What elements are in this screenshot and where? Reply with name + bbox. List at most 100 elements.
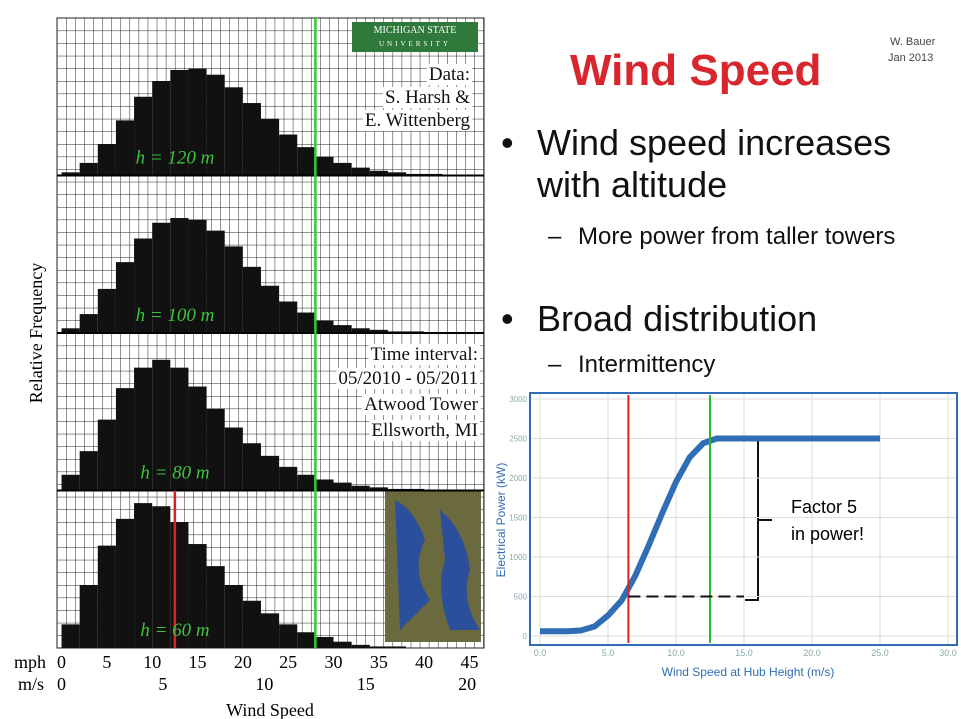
bar: [97, 419, 116, 491]
x-tick-label: 10.0: [667, 648, 685, 658]
bar: [134, 238, 153, 333]
y-tick-label: 0: [523, 632, 528, 641]
x-tick-label: 20: [234, 652, 252, 672]
logo-text: MICHIGAN STATE: [374, 25, 457, 36]
bar: [170, 367, 189, 491]
bar: [260, 118, 280, 176]
bar: [61, 474, 80, 491]
bar: [242, 266, 261, 333]
annotation-bg: [383, 87, 473, 108]
bar: [188, 544, 207, 648]
bar: [115, 120, 135, 176]
bar: [79, 585, 98, 648]
date: Jan 2013: [888, 52, 934, 64]
bar: [79, 162, 98, 176]
bar: [152, 506, 171, 648]
annotation: 05/2010 - 05/2011: [338, 368, 478, 389]
annotation: Factor 5: [791, 497, 858, 517]
x2-tick-label: 10: [255, 674, 273, 694]
x2-tick-label: 15: [357, 674, 375, 694]
bar: [279, 301, 298, 333]
annotation-bg: [362, 110, 473, 131]
bar: [369, 646, 388, 648]
bar: [188, 219, 207, 333]
bar: [260, 455, 280, 491]
bar: [333, 641, 352, 648]
annotation: in power!: [791, 524, 865, 544]
bar: [333, 482, 352, 491]
bar: [297, 312, 316, 333]
annotation: S. Harsh &: [385, 87, 470, 108]
bar: [279, 134, 298, 176]
x-unit: mph: [14, 652, 46, 672]
y-axis-label: Electrical Power (kW): [494, 463, 508, 578]
bar: [351, 644, 370, 648]
bar: [188, 386, 207, 491]
annotation-bg: [426, 64, 472, 85]
map-image: [385, 490, 481, 642]
x2-tick-label: 20: [458, 674, 476, 694]
bullet: Wind speed increases with altitude: [501, 122, 937, 206]
y-tick-label: 2000: [509, 474, 527, 483]
y-axis-label: Relative Frequency: [26, 263, 46, 403]
bar: [97, 288, 116, 333]
bar: [279, 466, 298, 491]
bar: [115, 388, 135, 491]
bar: [79, 451, 98, 491]
bar: [315, 156, 334, 176]
annotation: E. Wittenberg: [365, 110, 471, 131]
bar: [297, 632, 316, 648]
x-tick-label: 5: [102, 652, 111, 672]
bar: [369, 329, 388, 333]
panel-label: h = 100 m: [136, 305, 215, 326]
annotation-bg: [362, 394, 481, 415]
x-tick-label: 20.0: [803, 648, 821, 658]
bar: [188, 68, 207, 176]
bar: [333, 162, 352, 176]
bar: [297, 147, 316, 176]
bar: [224, 585, 243, 648]
annotation-bg: [369, 420, 480, 441]
y-tick-label: 1500: [509, 514, 527, 523]
bar: [224, 87, 243, 176]
annotation: Data:: [429, 64, 470, 85]
bar: [224, 246, 243, 333]
bar: [115, 518, 135, 648]
bar: [242, 443, 261, 491]
x-tick-label: 0: [57, 652, 66, 672]
y-tick-label: 3000: [509, 395, 527, 404]
bar: [351, 328, 370, 333]
bullet: Broad distribution: [501, 298, 937, 340]
bar: [315, 479, 334, 491]
bar: [260, 285, 280, 333]
bar: [134, 367, 153, 491]
bar: [134, 96, 153, 176]
bar: [61, 172, 80, 176]
x-tick-label: 45: [460, 652, 478, 672]
y-tick-label: 1000: [509, 553, 527, 562]
x-tick-label: 25: [279, 652, 297, 672]
annotation-bg: [336, 368, 480, 389]
bar: [387, 646, 407, 648]
x-tick-label: 15: [189, 652, 207, 672]
bar: [297, 474, 316, 491]
bar: [315, 636, 334, 648]
bar: [61, 624, 80, 648]
bar: [224, 427, 243, 491]
bar: [79, 314, 98, 333]
bar: [97, 144, 116, 176]
bar: [170, 218, 189, 333]
sub-bullet: Intermittency: [548, 350, 898, 380]
bar: [333, 325, 352, 333]
bar: [152, 359, 171, 491]
panel-label: h = 60 m: [140, 620, 209, 641]
author: W. Bauer: [890, 36, 936, 48]
bar: [152, 222, 171, 333]
bar: [152, 81, 171, 176]
bar: [206, 408, 225, 491]
logo-text: UNIVERSITY: [379, 40, 451, 48]
bar: [315, 320, 334, 333]
x-axis-label: Wind Speed at Hub Height (m/s): [662, 665, 835, 679]
